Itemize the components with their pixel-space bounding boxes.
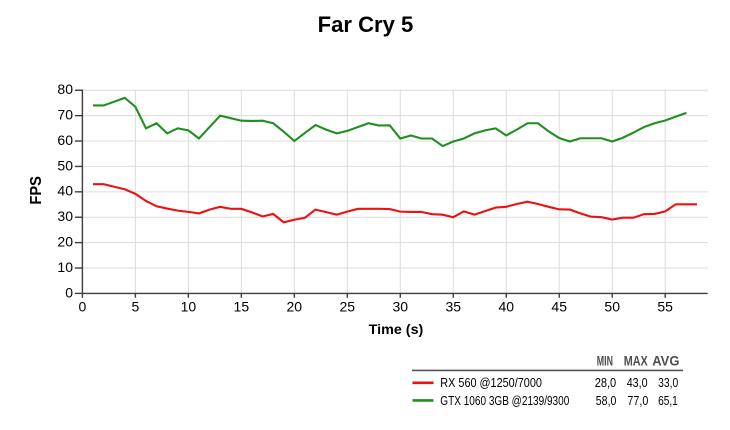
svg-text:65,1: 65,1 bbox=[658, 393, 678, 408]
svg-text:10: 10 bbox=[57, 259, 73, 275]
svg-text:40: 40 bbox=[57, 183, 73, 199]
svg-text:GTX 1060 3GB @2139/9300: GTX 1060 3GB @2139/9300 bbox=[440, 393, 569, 408]
svg-text:80: 80 bbox=[57, 81, 73, 97]
svg-text:10: 10 bbox=[181, 299, 197, 315]
svg-text:30: 30 bbox=[57, 208, 73, 224]
svg-text:25: 25 bbox=[340, 299, 356, 315]
svg-text:33,0: 33,0 bbox=[658, 375, 678, 390]
svg-text:30: 30 bbox=[392, 299, 408, 315]
svg-text:70: 70 bbox=[57, 107, 73, 123]
svg-text:50: 50 bbox=[604, 299, 620, 315]
svg-text:Time (s): Time (s) bbox=[369, 321, 424, 337]
svg-text:MAX: MAX bbox=[624, 353, 648, 368]
svg-text:45: 45 bbox=[551, 299, 567, 315]
svg-text:55: 55 bbox=[657, 299, 673, 315]
svg-text:15: 15 bbox=[234, 299, 250, 315]
svg-text:0: 0 bbox=[79, 299, 87, 315]
svg-text:5: 5 bbox=[131, 299, 139, 315]
svg-text:60: 60 bbox=[57, 132, 73, 148]
svg-text:Far Cry 5: Far Cry 5 bbox=[318, 12, 414, 37]
svg-text:FPS: FPS bbox=[28, 176, 45, 205]
svg-text:28,0: 28,0 bbox=[595, 375, 617, 390]
svg-text:MIN: MIN bbox=[597, 353, 613, 368]
svg-text:RX 560 @1250/7000: RX 560 @1250/7000 bbox=[440, 375, 542, 390]
svg-text:77,0: 77,0 bbox=[627, 393, 648, 408]
svg-text:58,0: 58,0 bbox=[596, 393, 617, 408]
svg-text:35: 35 bbox=[445, 299, 461, 315]
svg-text:AVG: AVG bbox=[652, 353, 679, 368]
svg-text:50: 50 bbox=[57, 157, 73, 173]
svg-text:0: 0 bbox=[65, 284, 73, 300]
svg-text:40: 40 bbox=[498, 299, 514, 315]
svg-text:20: 20 bbox=[57, 234, 73, 250]
svg-text:20: 20 bbox=[287, 299, 303, 315]
svg-text:43,0: 43,0 bbox=[627, 375, 648, 390]
